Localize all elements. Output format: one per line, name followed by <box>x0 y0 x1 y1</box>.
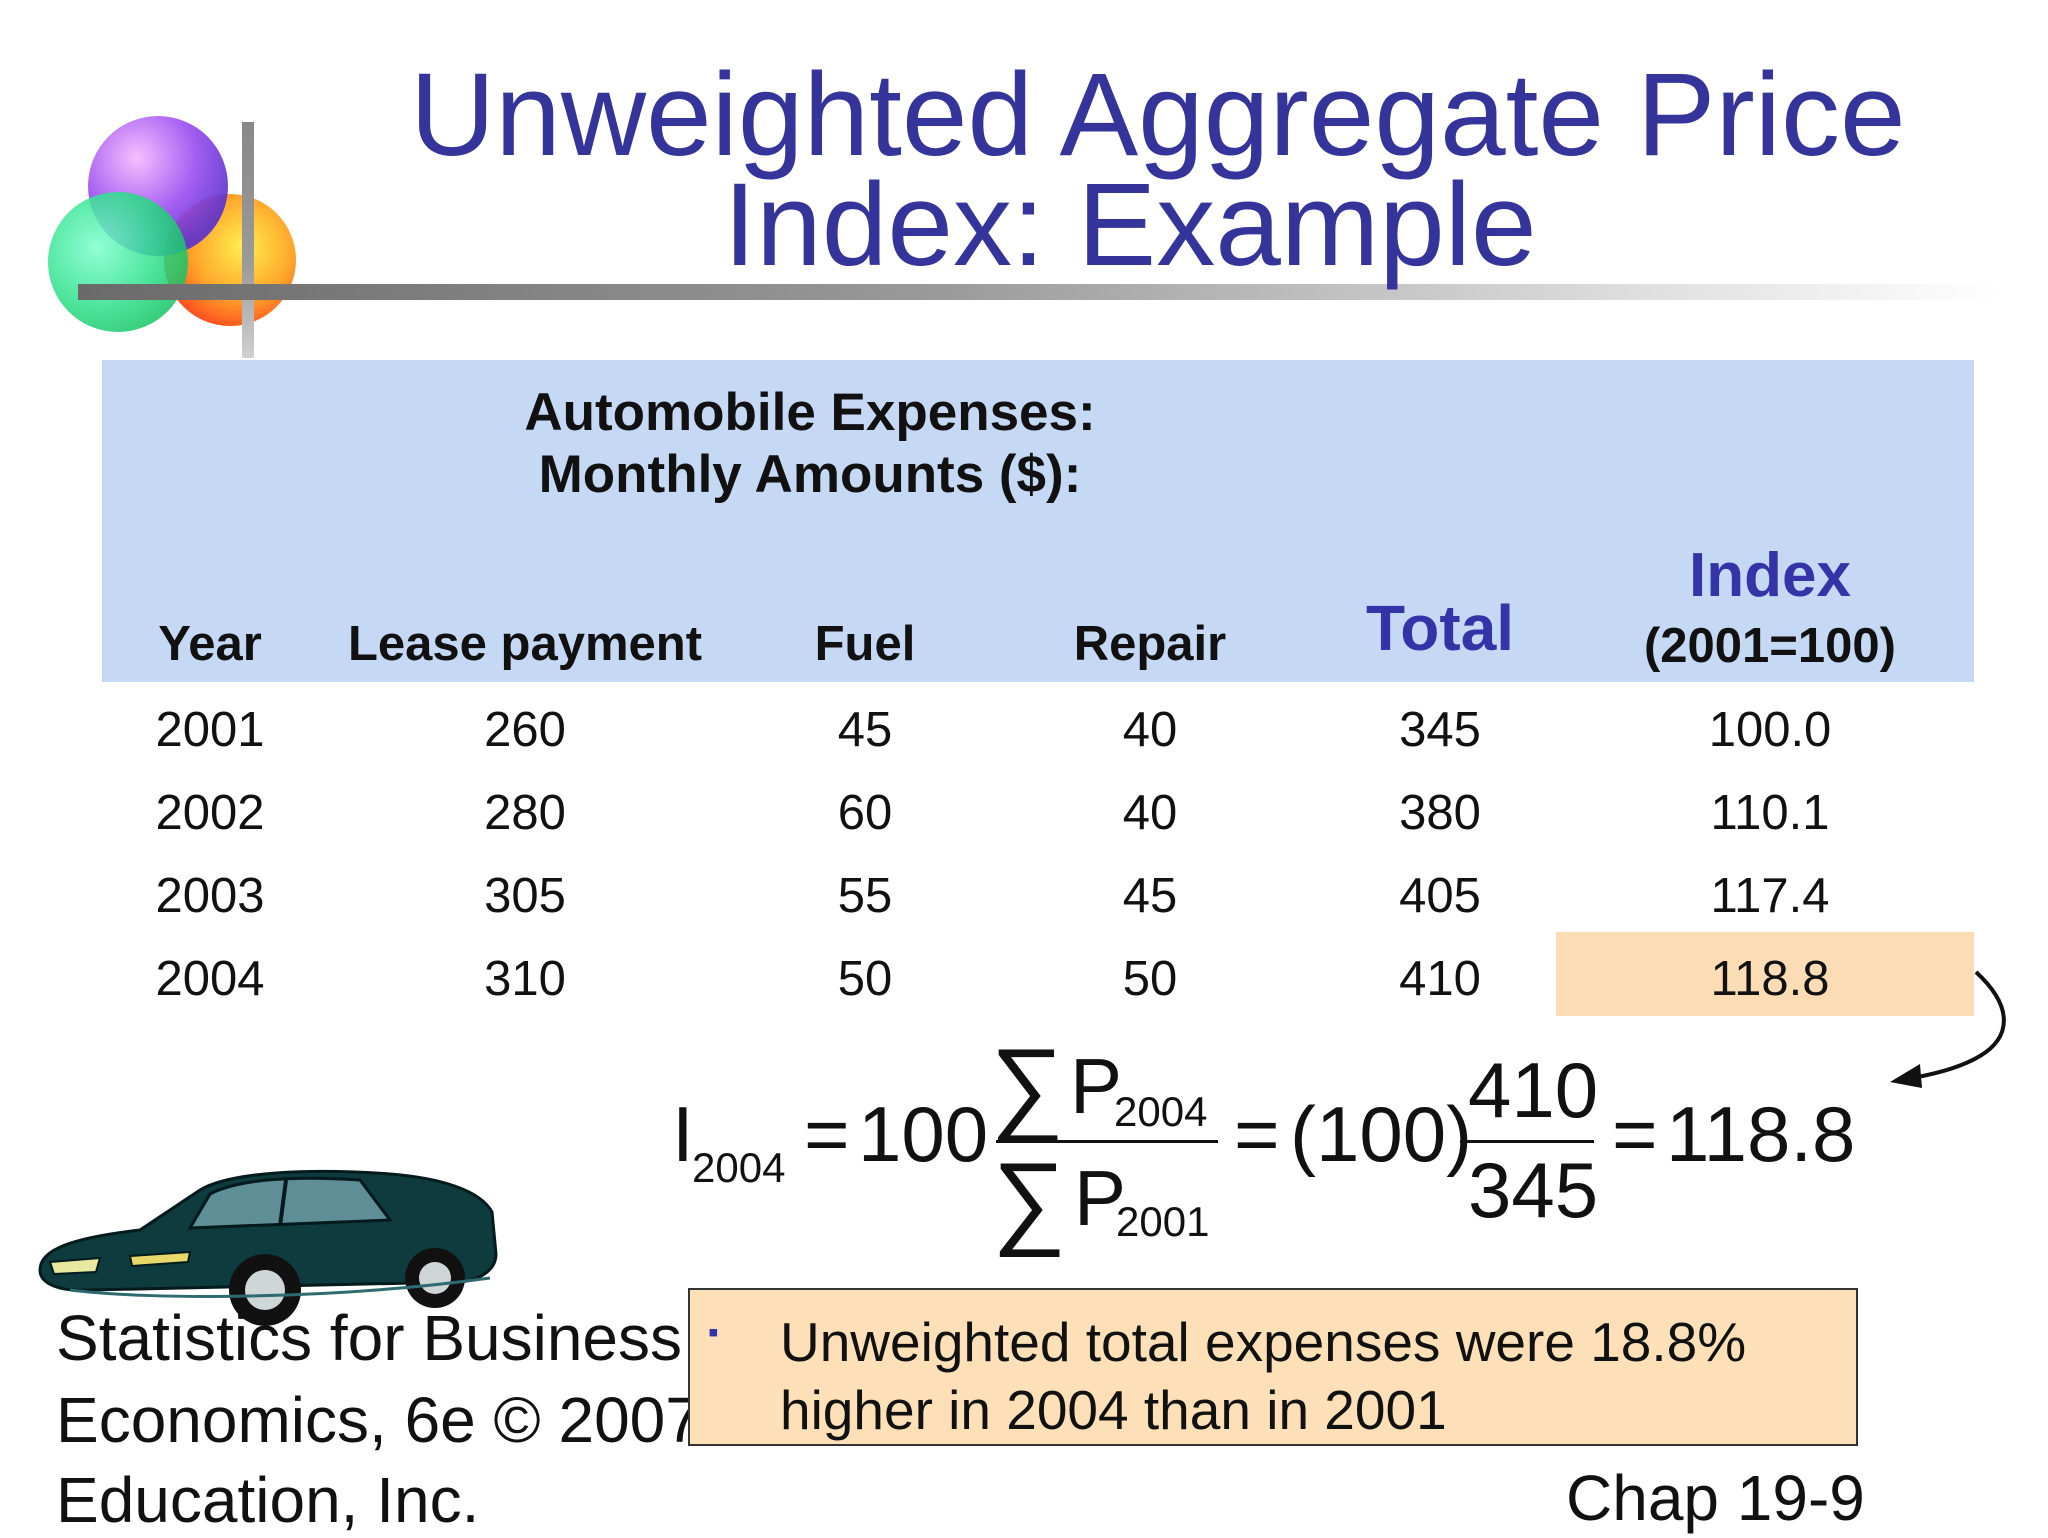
column-header-lease: Lease payment <box>347 617 703 671</box>
column-header-index: Index <box>1689 541 1851 610</box>
car-icon <box>38 1169 498 1326</box>
formula-equals-3: = <box>1612 1090 1658 1178</box>
formula-coefficient-2: (100) <box>1290 1090 1473 1178</box>
formula-num-sub: 2004 <box>1114 1088 1208 1135</box>
cell-lease: 260 <box>484 703 566 757</box>
slide-title-line-1: Unweighted Aggregate Price <box>410 49 1906 181</box>
cell-repair: 40 <box>1122 786 1178 840</box>
index-highlight <box>1556 932 1974 1016</box>
cell-year: 2003 <box>155 869 265 923</box>
formula-den-value: 345 <box>1468 1146 1599 1234</box>
formula-den-p: P <box>1074 1154 1127 1242</box>
vertical-rule <box>242 122 254 358</box>
cell-fuel: 60 <box>837 786 893 840</box>
formula-sigma-top: ∑ <box>990 1028 1065 1144</box>
cell-lease: 280 <box>484 786 566 840</box>
cell-repair: 40 <box>1122 703 1178 757</box>
formula-num-p: P <box>1070 1042 1123 1130</box>
footer-line-3: Education, Inc. <box>56 1464 480 1536</box>
curved-arrow-icon <box>1890 970 2006 1088</box>
formula-coefficient: 100 <box>858 1090 989 1178</box>
footer-line-1: Statistics for Business and <box>56 1302 807 1374</box>
column-header-total: Total <box>1365 592 1515 664</box>
formula-den-sub: 2001 <box>1116 1198 1210 1245</box>
column-header-fuel: Fuel <box>814 617 916 671</box>
column-header-repair: Repair <box>1073 617 1227 671</box>
cell-index: 117.4 <box>1710 869 1830 923</box>
cell-year: 2004 <box>155 952 265 1006</box>
cell-index: 100.0 <box>1708 703 1832 757</box>
table-caption-line-1: Automobile Expenses: <box>524 383 1096 442</box>
column-header-year: Year <box>158 617 262 671</box>
cell-repair: 45 <box>1122 869 1178 923</box>
table-header-band <box>102 360 1974 682</box>
formula-sigma-bottom: ∑ <box>992 1142 1067 1258</box>
cell-fuel: 55 <box>837 869 893 923</box>
formula-equals-1: = <box>804 1090 850 1178</box>
horizontal-rule <box>78 284 1998 300</box>
formula-result: 118.8 <box>1666 1090 1856 1178</box>
formula-fraction-bar-1 <box>996 1140 1218 1143</box>
formula-num-value: 410 <box>1468 1046 1599 1134</box>
callout-box: ▪ Unweighted total expenses were 18.8% h… <box>688 1288 1858 1446</box>
cell-total: 405 <box>1399 869 1481 923</box>
cell-index: 110.1 <box>1710 786 1830 840</box>
column-header-index-base: (2001=100) <box>1643 619 1896 673</box>
formula-equals-2: = <box>1234 1090 1280 1178</box>
bullet-icon: ▪ <box>708 1316 719 1349</box>
cell-year: 2001 <box>155 703 265 757</box>
chapter-label: Chap 19-9 <box>1566 1462 1865 1534</box>
callout-text-line-1: Unweighted total expenses were 18.8% <box>780 1311 1747 1373</box>
cell-lease: 305 <box>484 869 566 923</box>
logo-circles-icon <box>48 116 296 332</box>
cell-repair: 50 <box>1122 952 1178 1006</box>
callout-text-line-2: higher in 2004 than in 2001 <box>780 1379 1447 1441</box>
table-caption-line-2: Monthly Amounts ($): <box>538 445 1082 504</box>
cell-index: 118.8 <box>1710 952 1830 1006</box>
formula-fraction-bar-2 <box>1460 1140 1594 1143</box>
formula-lhs: I <box>672 1090 694 1178</box>
cell-year: 2002 <box>155 786 265 840</box>
cell-total: 380 <box>1399 786 1481 840</box>
callout-text: Unweighted total expenses were 18.8% hig… <box>780 1308 1840 1444</box>
formula-lhs-sub: 2004 <box>692 1144 786 1191</box>
cell-fuel: 45 <box>837 703 893 757</box>
cell-total: 345 <box>1399 703 1481 757</box>
cell-total: 410 <box>1399 952 1481 1006</box>
cell-fuel: 50 <box>837 952 893 1006</box>
cell-lease: 310 <box>484 952 566 1006</box>
slide-title-line-2: Index: Example <box>723 159 1537 291</box>
